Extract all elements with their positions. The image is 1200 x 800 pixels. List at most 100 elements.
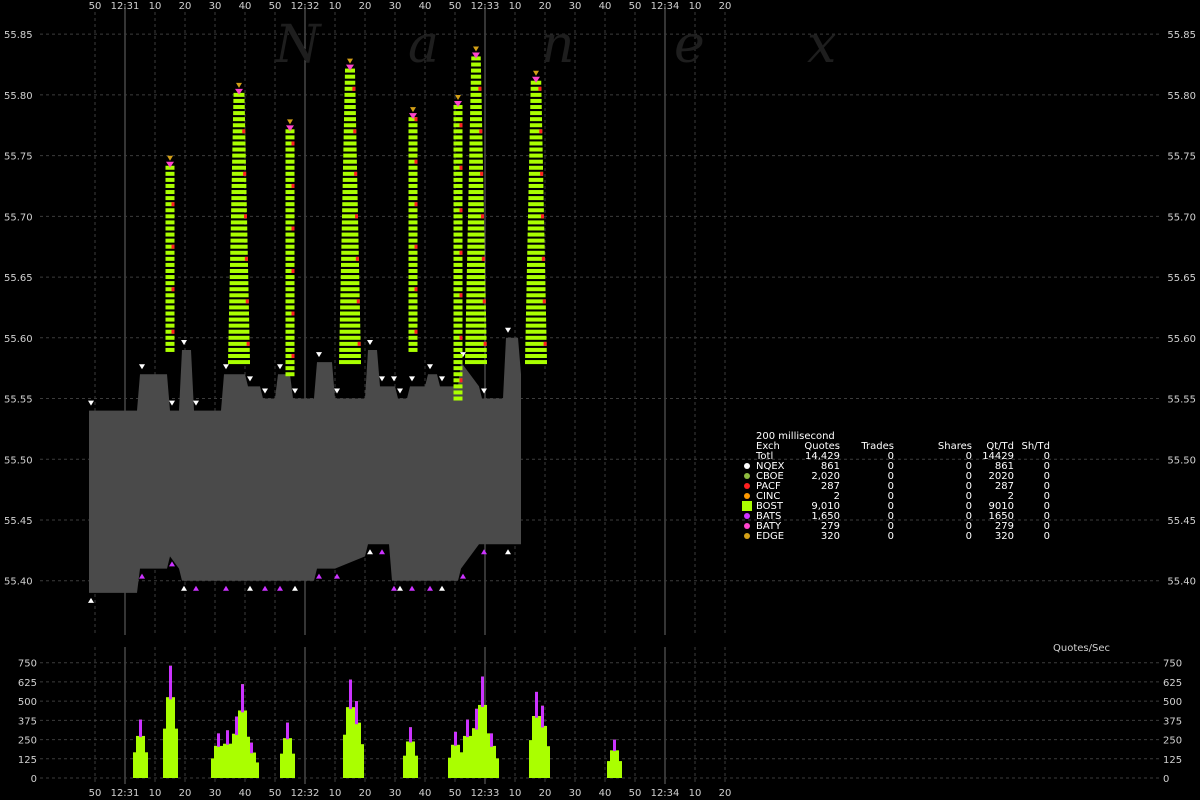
- quote-rate-bar: [283, 738, 286, 778]
- bost-quote-marker: [408, 220, 418, 225]
- pacf-quote-marker: [481, 214, 484, 219]
- bost-quote-marker: [228, 341, 250, 346]
- bid-quote-marker: [391, 585, 397, 591]
- pacf-quote-marker: [539, 129, 543, 134]
- time-tick-label-bottom: 30: [569, 788, 582, 799]
- quote-rate-bar: [280, 753, 283, 778]
- quote-rate-bar: [175, 728, 178, 778]
- bost-quote-marker: [408, 256, 418, 261]
- bost-quote-marker: [340, 287, 360, 292]
- bost-quote-marker: [228, 329, 250, 334]
- quote-rate-bar: [481, 676, 484, 778]
- pacf-quote-marker: [478, 86, 482, 91]
- pacf-quote-marker: [481, 256, 485, 261]
- bost-quote-marker: [285, 347, 295, 352]
- pacf-quote-marker: [483, 341, 487, 346]
- bid-quote-marker: [193, 585, 199, 591]
- bost-quote-marker: [465, 317, 487, 322]
- bost-quote-marker: [529, 165, 543, 170]
- bats-rate-bar: [535, 691, 538, 718]
- stats-cell: 0: [966, 461, 972, 472]
- bost-quote-marker: [229, 311, 249, 316]
- bost-quote-marker: [453, 177, 463, 182]
- bost-quote-marker: [453, 366, 463, 371]
- bost-quote-marker: [285, 208, 295, 213]
- bost-quote-marker: [339, 354, 361, 359]
- bost-quote-marker: [229, 281, 249, 286]
- bost-quote-marker: [343, 165, 357, 170]
- bost-quote-marker: [453, 347, 463, 352]
- quote-rate-bar: [247, 752, 250, 778]
- nbbo-spread: [88, 327, 521, 603]
- bost-quote-marker: [408, 335, 418, 340]
- quote-rate-bar: [457, 744, 460, 778]
- bost-quote-marker: [231, 183, 247, 188]
- bost-quote-marker: [285, 262, 295, 267]
- bid-quote-marker: [379, 549, 385, 555]
- bost-quote-marker: [526, 293, 546, 298]
- stats-cell: 861: [821, 461, 840, 472]
- pacf-quote-marker: [414, 159, 418, 164]
- rate-tick-label-right: 0: [1163, 774, 1169, 785]
- bost-quote-marker: [408, 250, 418, 255]
- stats-cell: EDGE: [756, 531, 784, 542]
- bost-quote-marker: [342, 208, 358, 213]
- pacf-quote-marker: [171, 202, 175, 207]
- quote-rate-bar: [355, 701, 358, 778]
- ask-quote-marker: [316, 352, 322, 358]
- pacf-quote-marker: [291, 183, 295, 188]
- bost-quote-marker: [526, 268, 546, 273]
- bost-quote-marker: [453, 299, 463, 304]
- bats-rate-bar: [139, 719, 142, 738]
- bid-quote-marker: [427, 585, 433, 591]
- nbbo-area: [89, 337, 521, 593]
- stats-cell: 9010: [989, 501, 1014, 512]
- quote-rate-bar: [211, 758, 214, 778]
- rate-tick-label-left: 375: [18, 716, 37, 727]
- stats-cell: 0: [966, 531, 972, 542]
- bost-quote-marker: [339, 317, 361, 322]
- quote-rate-bar: [406, 741, 409, 778]
- quote-rate-bar: [169, 665, 172, 778]
- watermark-letter: N: [273, 15, 322, 75]
- quote-rate-bar: [286, 722, 289, 778]
- stats-cell: 0: [966, 471, 972, 482]
- quote-rate-bar: [142, 735, 145, 778]
- bost-quote-marker: [529, 153, 543, 158]
- rate-axis-title: Quotes/Sec: [1053, 643, 1110, 654]
- time-tick-label-bottom: 12:34: [651, 788, 680, 799]
- bost-quote-marker: [465, 360, 487, 365]
- bost-quote-marker: [228, 360, 250, 365]
- bost-quote-marker: [408, 129, 418, 134]
- bost-quote-marker: [165, 171, 175, 176]
- bost-quote-marker: [465, 335, 487, 340]
- bost-quote-marker: [342, 214, 358, 219]
- exch-swatch: [744, 513, 750, 519]
- bost-quote-marker: [165, 220, 175, 225]
- bost-quote-marker: [344, 80, 356, 85]
- bost-quote-marker: [528, 177, 544, 182]
- price-tick-label-left: 55.75: [4, 152, 33, 163]
- pacf-quote-marker: [479, 129, 483, 134]
- quote-rate-bar: [256, 762, 259, 778]
- bost-quote-marker: [453, 390, 463, 395]
- time-tick-label-top: 40: [419, 1, 432, 12]
- watermark-letter: n: [541, 15, 575, 75]
- bats-rate-bar: [250, 742, 253, 754]
- bost-quote-marker: [527, 250, 545, 255]
- bost-quote-marker: [285, 171, 295, 176]
- bid-quote-marker: [460, 573, 466, 579]
- quote-rate-bar: [493, 745, 496, 778]
- rate-tick-label-right: 250: [1163, 736, 1182, 747]
- bost-quote-marker: [344, 111, 356, 116]
- bost-quote-marker: [165, 341, 175, 346]
- quote-rate-bar: [223, 743, 226, 778]
- bost-quote-marker: [469, 147, 483, 152]
- stats-cell: 2: [834, 491, 840, 502]
- ask-quote-marker: [223, 364, 229, 370]
- exch-swatch: [744, 483, 750, 489]
- quote-rate-bar: [232, 733, 235, 778]
- pacf-quote-marker: [171, 329, 175, 334]
- stats-cell: 1,650: [811, 511, 840, 522]
- pacf-quote-marker: [414, 244, 418, 249]
